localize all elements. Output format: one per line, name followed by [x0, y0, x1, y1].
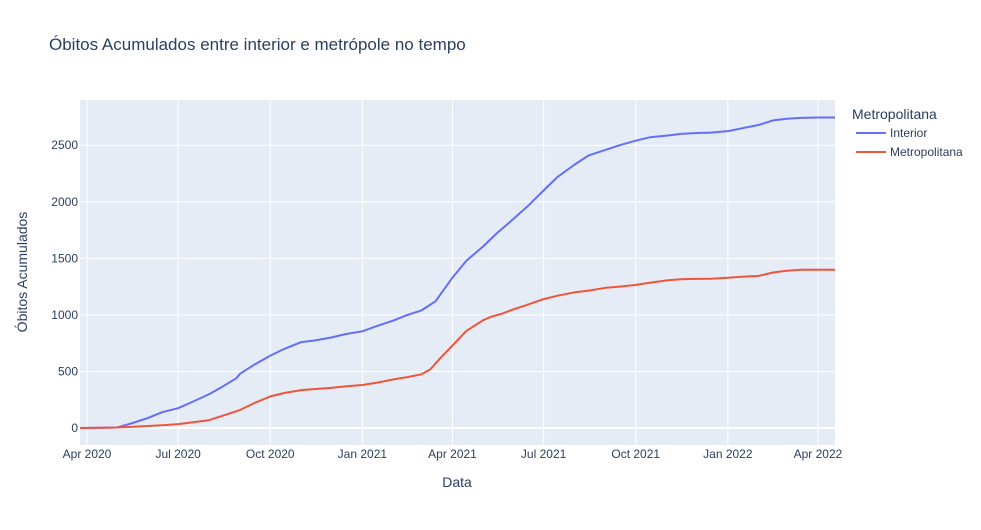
x-tick-label: Jul 2021	[521, 447, 567, 461]
y-tick-label: 1000	[51, 308, 78, 322]
series-line-interior[interactable]	[79, 116, 835, 429]
y-tick-label: 2000	[51, 195, 78, 209]
legend-item-interior[interactable]: Interior	[856, 126, 927, 140]
legend-item-metropolitana[interactable]: Metropolitana	[856, 145, 963, 159]
legend-label-metropolitana: Metropolitana	[890, 145, 963, 159]
grid-lines	[80, 100, 835, 445]
x-axis-label: Data	[442, 474, 472, 490]
x-tick-label: Oct 2020	[246, 447, 295, 461]
series-line-metropolitana[interactable]	[79, 268, 835, 429]
legend-title: Metropolitana	[852, 106, 937, 122]
x-tick-label: Apr 2021	[428, 447, 477, 461]
y-tick-label: 2500	[51, 138, 78, 152]
y-tick-label: 0	[71, 421, 78, 435]
y-tick-label: 1500	[51, 251, 78, 265]
x-tick-label: Oct 2021	[611, 447, 660, 461]
legend: Metropolitana Interior Metropolitana	[852, 106, 963, 159]
y-tick-label: 500	[58, 364, 78, 378]
axis-ticks: Apr 2020 Jul 2020 Oct 2020 Jan 2021 Apr 2021…	[51, 138, 842, 461]
y-axis-label: Óbitos Acumulados	[14, 212, 30, 333]
x-tick-label: Jul 2020	[155, 447, 201, 461]
x-tick-label: Apr 2020	[63, 447, 112, 461]
series-lines	[79, 116, 835, 429]
legend-label-interior: Interior	[890, 126, 927, 140]
x-tick-label: Jan 2022	[703, 447, 753, 461]
x-tick-label: Apr 2022	[794, 447, 843, 461]
chart-title: Óbitos Acumulados entre interior e metró…	[49, 35, 466, 54]
x-tick-label: Jan 2021	[338, 447, 388, 461]
